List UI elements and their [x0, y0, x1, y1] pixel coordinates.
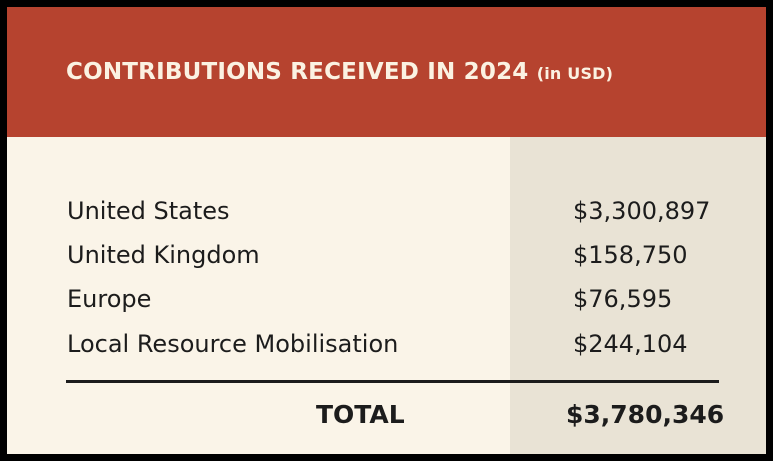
table-row: Local Resource Mobilisation $244,104	[67, 330, 727, 364]
row-value: $3,300,897	[573, 197, 711, 225]
total-label: TOTAL	[316, 400, 405, 429]
row-label: United Kingdom	[67, 241, 260, 269]
row-value: $76,595	[573, 285, 673, 313]
contributions-card: CONTRIBUTIONS RECEIVED IN 2024 (in USD) …	[7, 7, 766, 454]
header-banner: CONTRIBUTIONS RECEIVED IN 2024 (in USD)	[7, 7, 766, 137]
total-divider	[66, 380, 719, 383]
row-value: $158,750	[573, 241, 688, 269]
total-value: $3,780,346	[566, 400, 725, 429]
value-column-background	[510, 137, 766, 454]
row-label: United States	[67, 197, 230, 225]
page-title: CONTRIBUTIONS RECEIVED IN 2024 (in USD)	[66, 59, 613, 85]
title-unit: (in USD)	[536, 64, 614, 83]
row-label: Europe	[67, 285, 152, 313]
row-value: $244,104	[573, 330, 688, 358]
table-row: Europe $76,595	[67, 285, 727, 319]
table-row: United States $3,300,897	[67, 197, 727, 231]
table-row: United Kingdom $158,750	[67, 241, 727, 275]
title-text: CONTRIBUTIONS RECEIVED IN 2024	[66, 59, 529, 85]
row-label: Local Resource Mobilisation	[67, 330, 399, 358]
